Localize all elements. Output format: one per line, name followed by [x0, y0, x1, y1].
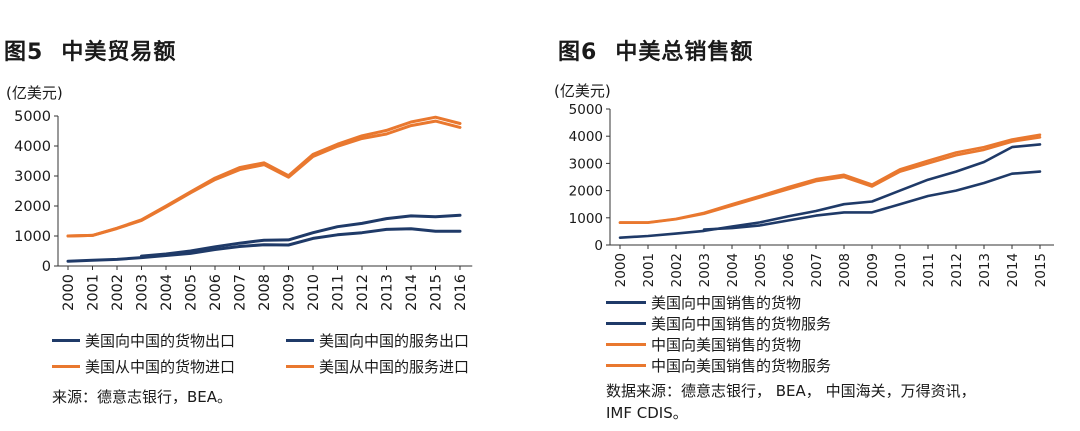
- left-title-text: 中美贸易额: [61, 40, 177, 65]
- y-tick-label: 2000: [14, 199, 51, 215]
- x-tick-label: 2010: [306, 274, 322, 311]
- x-tick-label: 2006: [781, 253, 797, 287]
- legend-swatch: [52, 365, 80, 368]
- legend-swatch: [606, 364, 646, 367]
- x-tick-label: 2003: [697, 253, 713, 287]
- x-tick-label: 2004: [725, 253, 741, 287]
- legend-swatch: [606, 322, 646, 325]
- right-line-chart: 0 1000 2000 3000 4000 5000 2000 2001 2002 2003 200…: [569, 102, 1054, 287]
- x-tick-label: 2005: [753, 253, 769, 287]
- series-line-3: [618, 133, 1042, 224]
- x-tick-label: 2007: [809, 253, 825, 287]
- x-tick-label: 2012: [355, 274, 371, 311]
- left-chart-title: 图5 中美贸易额: [4, 34, 176, 66]
- y-tick-label: 3000: [14, 169, 51, 185]
- x-tick-label: 2008: [837, 253, 853, 287]
- x-tick-label: 2002: [669, 253, 685, 287]
- y-tick-label: 3000: [569, 156, 603, 172]
- legend-label: 中国向美国销售的货物: [651, 336, 802, 354]
- x-tick-label: 2007: [233, 274, 249, 311]
- x-tick-label: 2008: [257, 274, 273, 311]
- series-line-1: [702, 170, 1042, 231]
- legend-label: 美国向中国的服务出口: [319, 332, 470, 350]
- x-tick-label: 2000: [61, 274, 77, 311]
- series-line-0: [618, 143, 1042, 239]
- series-line-2: [618, 136, 1042, 224]
- right-legend-item-0: 美国向中国销售的货物: [606, 292, 801, 313]
- x-tick-label: 2004: [159, 274, 175, 311]
- x-tick-label: 2010: [893, 253, 909, 287]
- y-tick-label: 1000: [14, 229, 51, 245]
- y-tick-label: 5000: [569, 102, 603, 118]
- right-unit-label: (亿美元): [554, 82, 611, 100]
- left-line-chart: 0 1000 2000 3000 4000 5000 2000 2001 2002 2003 200…: [14, 109, 473, 311]
- legend-label: 美国向中国销售的货物: [651, 294, 802, 312]
- x-tick-label: 2011: [331, 274, 347, 311]
- x-tick-label: 2015: [429, 274, 445, 311]
- legend-swatch: [606, 343, 646, 346]
- y-tick-label: 0: [42, 259, 51, 275]
- x-tick-label: 2003: [135, 274, 151, 311]
- legend-label: 美国向中国销售的货物服务: [651, 315, 832, 333]
- x-tick-label: 2000: [613, 253, 629, 287]
- legend-label: 美国从中国的货物进口: [85, 358, 236, 376]
- right-legend-item-2: 中国向美国销售的货物: [606, 334, 801, 355]
- legend-swatch: [52, 339, 80, 342]
- x-tick-label: 2005: [184, 274, 200, 311]
- y-tick-label: 5000: [14, 109, 51, 125]
- right-source-line-1: 数据来源：德意志银行， BEA， 中国海关，万得资讯，: [606, 382, 976, 400]
- legend-swatch: [286, 365, 314, 368]
- y-tick-label: 4000: [14, 139, 51, 155]
- right-title-text: 中美总销售额: [615, 40, 754, 65]
- right-figure-number: 图6: [558, 40, 598, 65]
- x-tick-label: 2014: [1005, 253, 1021, 287]
- left-source-note: 来源：德意志银行，BEA。: [52, 388, 233, 406]
- left-legend-item-1: 美国向中国的服务出口: [286, 330, 469, 351]
- legend-swatch: [606, 301, 646, 304]
- x-tick-label: 2013: [977, 253, 993, 287]
- right-legend-item-1: 美国向中国销售的货物服务: [606, 313, 831, 334]
- left-legend-item-0: 美国向中国的货物出口: [52, 330, 235, 351]
- legend-label: 美国从中国的服务进口: [319, 358, 470, 376]
- x-tick-label: 2012: [949, 253, 965, 287]
- x-tick-label: 2009: [282, 274, 298, 311]
- x-tick-label: 2014: [404, 274, 420, 311]
- series-line-3: [66, 115, 462, 238]
- x-tick-label: 2001: [86, 274, 102, 311]
- x-tick-label: 2016: [453, 274, 469, 311]
- x-tick-label: 2015: [1033, 253, 1049, 287]
- y-tick-label: 1000: [569, 211, 603, 227]
- x-tick-label: 2009: [865, 253, 881, 287]
- y-tick-label: 2000: [569, 184, 603, 200]
- left-figure-number: 图5: [4, 40, 44, 65]
- left-legend-item-2: 美国从中国的货物进口: [52, 356, 235, 377]
- right-source-line-2: IMF CDIS。: [606, 404, 688, 422]
- legend-label: 美国向中国的货物出口: [85, 332, 236, 350]
- y-tick-label: 0: [594, 238, 603, 254]
- left-unit-label: (亿美元): [6, 84, 63, 102]
- right-legend-item-3: 中国向美国销售的货物服务: [606, 355, 831, 376]
- series-line-1: [140, 213, 462, 258]
- x-tick-label: 2011: [921, 253, 937, 287]
- legend-label: 中国向美国销售的货物服务: [651, 357, 832, 375]
- x-tick-label: 2002: [110, 274, 126, 311]
- x-tick-label: 2013: [380, 274, 396, 311]
- series-line-2: [66, 119, 462, 238]
- x-tick-label: 2006: [208, 274, 224, 311]
- legend-swatch: [286, 339, 314, 342]
- right-chart-title: 图6 中美总销售额: [558, 34, 753, 66]
- left-legend-item-3: 美国从中国的服务进口: [286, 356, 469, 377]
- y-tick-label: 4000: [569, 129, 603, 145]
- x-tick-label: 2001: [641, 253, 657, 287]
- series-line-0: [66, 227, 462, 263]
